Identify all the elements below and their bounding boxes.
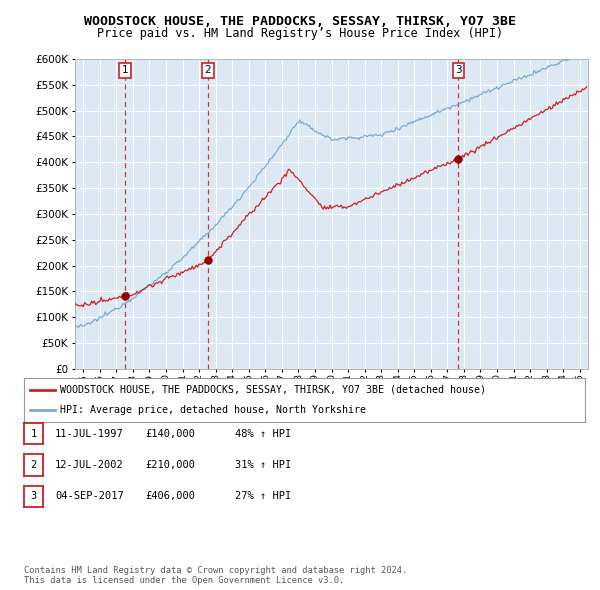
Text: £210,000: £210,000 [145,460,195,470]
Text: 48% ↑ HPI: 48% ↑ HPI [235,429,292,438]
Text: 12-JUL-2002: 12-JUL-2002 [55,460,124,470]
Text: 11-JUL-1997: 11-JUL-1997 [55,429,124,438]
Text: 2: 2 [205,65,211,75]
Text: 2: 2 [31,460,37,470]
Text: 31% ↑ HPI: 31% ↑ HPI [235,460,292,470]
Text: 27% ↑ HPI: 27% ↑ HPI [235,491,292,501]
Text: HPI: Average price, detached house, North Yorkshire: HPI: Average price, detached house, Nort… [61,405,367,415]
Text: WOODSTOCK HOUSE, THE PADDOCKS, SESSAY, THIRSK, YO7 3BE (detached house): WOODSTOCK HOUSE, THE PADDOCKS, SESSAY, T… [61,385,487,395]
Text: £140,000: £140,000 [145,429,195,438]
Text: 04-SEP-2017: 04-SEP-2017 [55,491,124,501]
Text: 1: 1 [31,429,37,438]
Text: 3: 3 [31,491,37,501]
Text: WOODSTOCK HOUSE, THE PADDOCKS, SESSAY, THIRSK, YO7 3BE: WOODSTOCK HOUSE, THE PADDOCKS, SESSAY, T… [84,15,516,28]
Text: £406,000: £406,000 [145,491,195,501]
Text: 1: 1 [122,65,128,75]
Text: 3: 3 [455,65,462,75]
Text: Contains HM Land Registry data © Crown copyright and database right 2024.
This d: Contains HM Land Registry data © Crown c… [24,566,407,585]
Text: Price paid vs. HM Land Registry’s House Price Index (HPI): Price paid vs. HM Land Registry’s House … [97,27,503,40]
